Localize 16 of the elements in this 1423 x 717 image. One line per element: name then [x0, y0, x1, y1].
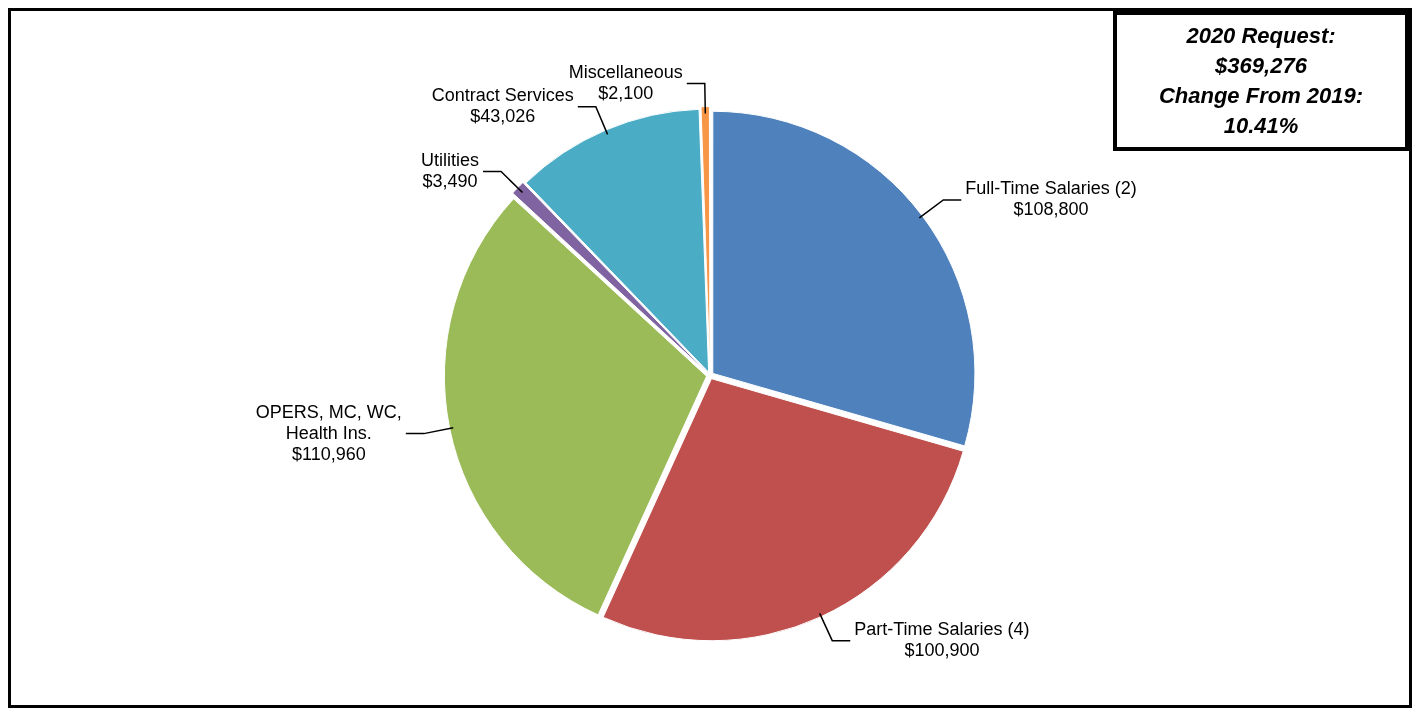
text: Change From 2019:	[1157, 82, 1365, 110]
text: 2020 Request:	[1185, 22, 1337, 50]
slice-label: Utilities	[421, 150, 480, 171]
data-label: $108,800	[1013, 199, 1089, 220]
slice-label: Part-Time Salaries (4)	[854, 619, 1030, 640]
slice-label: OPERS, MC, WC, Health Ins.	[255, 401, 402, 443]
text: 10.41%	[1222, 112, 1300, 140]
slice-label: Full-Time Salaries (2)	[965, 178, 1137, 199]
data-label: $3,490	[422, 171, 478, 192]
text: $369,276	[1214, 52, 1308, 80]
data-label: $110,960	[291, 443, 366, 464]
slice-label: Miscellaneous	[568, 62, 683, 83]
data-label: $2,100	[598, 83, 654, 104]
slice-label: Contract Services	[431, 85, 574, 106]
data-label: $43,026	[470, 106, 536, 127]
data-label: $100,900	[904, 640, 980, 661]
